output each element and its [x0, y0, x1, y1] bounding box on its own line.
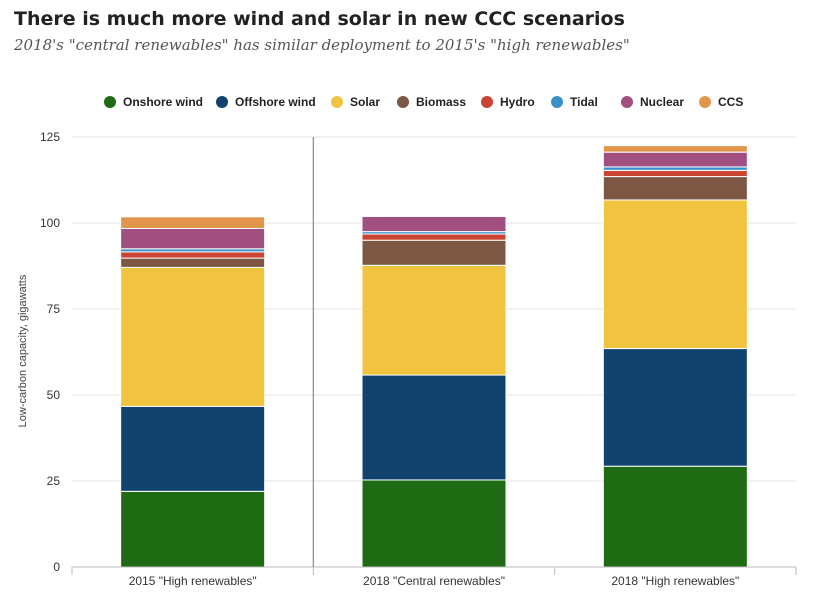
bar-segment-tidal — [602, 166, 748, 171]
bar-segment-biomass — [120, 257, 266, 268]
legend-label-hydro: Hydro — [500, 95, 535, 109]
y-axis-title: Low-carbon capacity, gigawatts — [17, 274, 29, 427]
y-axis-ticks: 0 25 50 75 100 125 — [40, 130, 60, 574]
y-tick-label: 125 — [40, 130, 60, 144]
bar-segment-onshore-wind — [602, 465, 748, 568]
bar-segment-onshore-wind — [361, 479, 507, 568]
legend-swatch-tidal — [551, 96, 563, 108]
bar-segment-biomass — [602, 176, 748, 201]
legend: Onshore wind Offshore wind Solar Biomass Hyd… — [104, 95, 743, 109]
bar-segment-solar — [602, 199, 748, 350]
legend-label-solar: Solar — [350, 95, 380, 109]
legend-swatch-hydro — [481, 96, 493, 108]
legend-swatch-onshore-wind — [104, 96, 116, 108]
legend-swatch-solar — [331, 96, 343, 108]
bar-segment-ccs — [602, 145, 748, 153]
legend-swatch-offshore-wind — [216, 96, 228, 108]
bar-segment-hydro — [120, 251, 266, 259]
chart-subtitle: 2018's "central renewables" has similar … — [14, 36, 630, 54]
x-category-label: 2018 "High renewables" — [611, 574, 739, 588]
legend-swatch-biomass — [397, 96, 409, 108]
legend-label-tidal: Tidal — [570, 95, 598, 109]
legend-swatch-nuclear — [621, 96, 633, 108]
bar-segment-ccs — [120, 216, 266, 230]
bar-segment-solar — [120, 266, 266, 407]
legend-label-nuclear: Nuclear — [640, 95, 684, 109]
y-tick-label: 0 — [53, 560, 60, 574]
bar-segment-nuclear — [120, 228, 266, 250]
bar-segment-nuclear — [361, 215, 507, 233]
legend-label-biomass: Biomass — [416, 95, 466, 109]
bars — [120, 145, 748, 568]
legend-label-onshore-wind: Onshore wind — [123, 95, 203, 109]
x-axis: 2015 "High renewables" 2018 "Central rene… — [71, 137, 797, 588]
bar-segment-onshore-wind — [120, 490, 266, 568]
bar-segment-hydro — [361, 233, 507, 241]
bar-segment-biomass — [361, 239, 507, 266]
legend-swatch-ccs — [699, 96, 711, 108]
y-tick-label: 25 — [47, 474, 61, 488]
y-tick-label: 100 — [40, 216, 60, 230]
x-category-label: 2018 "Central renewables" — [363, 574, 505, 588]
bar-segment-solar — [361, 264, 507, 376]
chart-title: There is much more wind and solar in new… — [14, 8, 625, 30]
y-tick-label: 50 — [47, 388, 61, 402]
x-category-label: 2015 "High renewables" — [129, 574, 257, 588]
bar-segment-offshore-wind — [361, 374, 507, 481]
bar-segment-offshore-wind — [120, 405, 266, 492]
bar-segment-nuclear — [602, 151, 748, 168]
legend-label-ccs: CCS — [718, 95, 743, 109]
bar-segment-hydro — [602, 169, 748, 178]
bar-segment-offshore-wind — [602, 348, 748, 467]
y-tick-label: 75 — [47, 302, 61, 316]
legend-label-offshore-wind: Offshore wind — [235, 95, 316, 109]
